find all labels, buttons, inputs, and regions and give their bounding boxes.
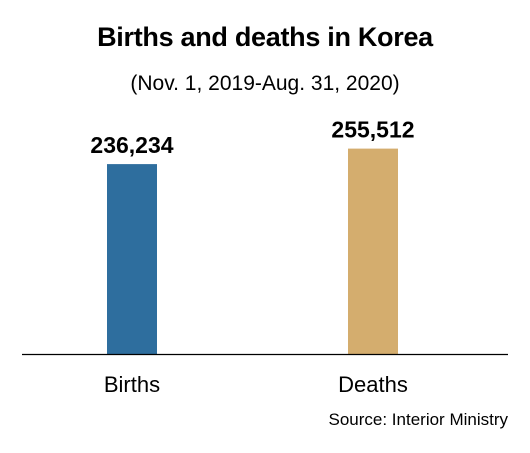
category-label-deaths: Deaths — [338, 372, 408, 397]
value-label-births: 236,234 — [90, 132, 173, 158]
chart-title: Births and deaths in Korea — [97, 22, 433, 52]
bar-births — [107, 164, 157, 354]
chart-subtitle: (Nov. 1, 2019-Aug. 31, 2020) — [130, 72, 400, 95]
bar-deaths — [348, 148, 398, 354]
source-note: Source: Interior Ministry — [328, 410, 509, 429]
category-label-births: Births — [104, 372, 160, 397]
value-label-deaths: 255,512 — [331, 117, 414, 143]
